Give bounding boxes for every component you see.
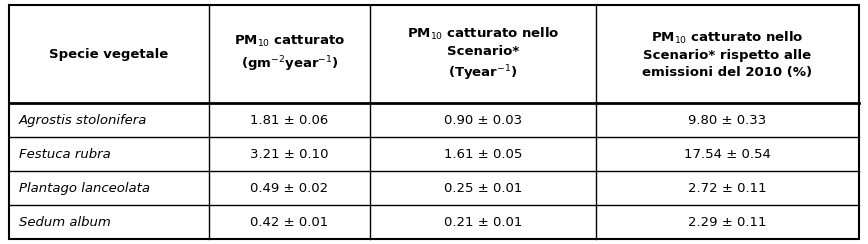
Text: Festuca rubra: Festuca rubra <box>19 148 111 161</box>
Text: 0.42 ± 0.01: 0.42 ± 0.01 <box>250 216 328 229</box>
Text: 0.25 ± 0.01: 0.25 ± 0.01 <box>444 182 522 195</box>
Text: Agrostis stolonifera: Agrostis stolonifera <box>19 114 148 127</box>
Text: 2.29 ± 0.11: 2.29 ± 0.11 <box>688 216 766 229</box>
Text: 1.61 ± 0.05: 1.61 ± 0.05 <box>444 148 522 161</box>
Text: PM$_{10}$ catturato nello
Scenario* rispetto alle
emissioni del 2010 (%): PM$_{10}$ catturato nello Scenario* risp… <box>642 30 812 79</box>
Text: Sedum album: Sedum album <box>19 216 111 229</box>
Text: 17.54 ± 0.54: 17.54 ± 0.54 <box>684 148 771 161</box>
Text: 9.80 ± 0.33: 9.80 ± 0.33 <box>688 114 766 127</box>
Text: 2.72 ± 0.11: 2.72 ± 0.11 <box>688 182 766 195</box>
Text: PM$_{10}$ catturato nello
Scenario*
(Tyear$^{-1}$): PM$_{10}$ catturato nello Scenario* (Tye… <box>407 26 559 83</box>
Text: PM$_{10}$ catturato
(gm$^{-2}$year$^{-1}$): PM$_{10}$ catturato (gm$^{-2}$year$^{-1}… <box>233 34 345 74</box>
Text: Specie vegetale: Specie vegetale <box>49 48 168 61</box>
Text: 1.81 ± 0.06: 1.81 ± 0.06 <box>250 114 328 127</box>
Text: 0.90 ± 0.03: 0.90 ± 0.03 <box>444 114 522 127</box>
Text: Plantago lanceolata: Plantago lanceolata <box>19 182 150 195</box>
Text: 0.21 ± 0.01: 0.21 ± 0.01 <box>444 216 522 229</box>
Text: 3.21 ± 0.10: 3.21 ± 0.10 <box>250 148 329 161</box>
Text: 0.49 ± 0.02: 0.49 ± 0.02 <box>250 182 328 195</box>
